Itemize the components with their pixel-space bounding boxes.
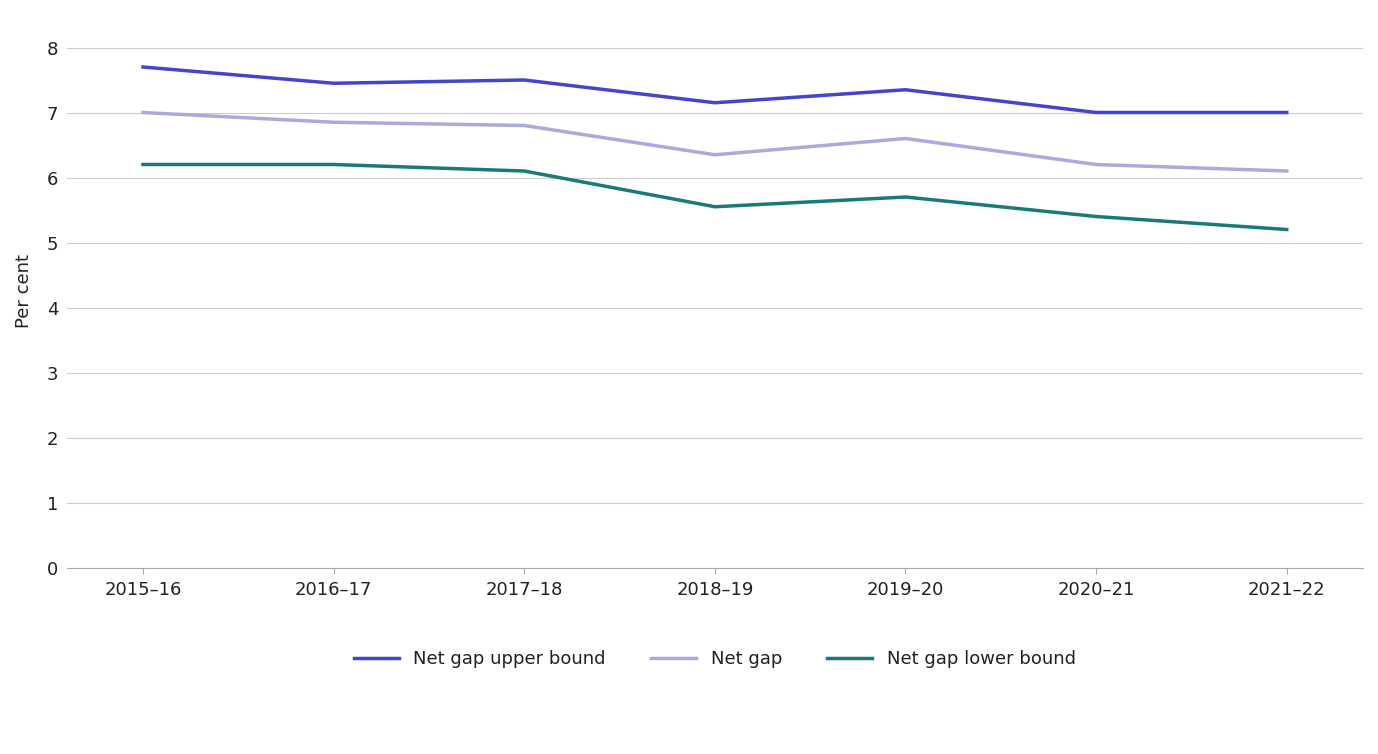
Net gap upper bound	[1279, 108, 1295, 117]
Net gap	[707, 150, 723, 159]
Net gap upper bound	[1087, 108, 1104, 117]
Net gap	[515, 121, 532, 130]
Net gap lower bound	[1279, 225, 1295, 234]
Line: Net gap lower bound: Net gap lower bound	[143, 164, 1287, 229]
Net gap lower bound	[135, 160, 152, 169]
Legend: Net gap upper bound, Net gap, Net gap lower bound: Net gap upper bound, Net gap, Net gap lo…	[347, 643, 1083, 676]
Net gap	[325, 118, 342, 127]
Net gap lower bound	[707, 202, 723, 211]
Net gap	[135, 108, 152, 117]
Line: Net gap upper bound: Net gap upper bound	[143, 67, 1287, 112]
Y-axis label: Per cent: Per cent	[15, 254, 33, 328]
Net gap lower bound	[325, 160, 342, 169]
Net gap upper bound	[897, 85, 914, 94]
Net gap upper bound	[135, 63, 152, 72]
Net gap lower bound	[515, 167, 532, 176]
Net gap lower bound	[897, 192, 914, 201]
Net gap	[897, 134, 914, 143]
Net gap	[1279, 167, 1295, 176]
Net gap lower bound	[1087, 212, 1104, 221]
Net gap	[1087, 160, 1104, 169]
Net gap upper bound	[515, 75, 532, 84]
Line: Net gap: Net gap	[143, 112, 1287, 171]
Net gap upper bound	[325, 78, 342, 87]
Net gap upper bound	[707, 98, 723, 107]
